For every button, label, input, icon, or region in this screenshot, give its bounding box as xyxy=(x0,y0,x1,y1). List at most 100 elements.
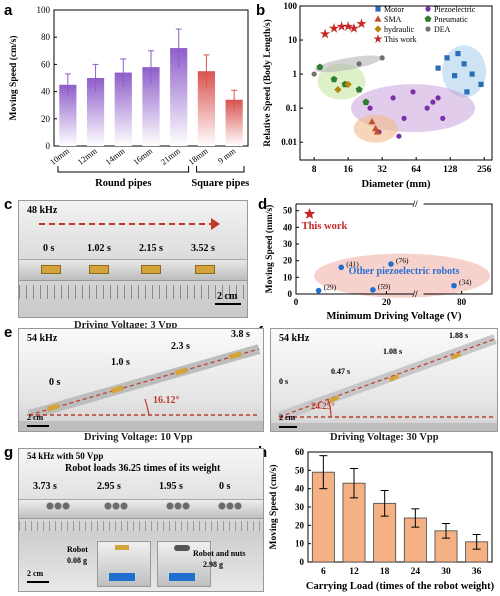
chart-b-point-0-2 xyxy=(336,21,347,31)
chart-d-point-ref-2: (29) xyxy=(324,283,337,292)
chart-d-xtick-label-4: 80 xyxy=(457,297,467,307)
chart-a-bar-4 xyxy=(170,48,188,146)
chart-h-xtick-label-5: 36 xyxy=(472,567,482,577)
photo-f-incline-24deg: 54 kHz 0 s 0.47 s 1.08 s 1.88 s 24.25° 2… xyxy=(270,328,498,432)
chart-b-frame xyxy=(299,5,493,161)
chart-b-xtick-label-1: 16 xyxy=(343,165,353,175)
chart-d-point-ref-0: (41) xyxy=(346,259,359,268)
chart-b-point-2-0 xyxy=(367,105,373,111)
photo-f-time-3: 1.88 s xyxy=(449,331,469,340)
chart-b-point-1-3 xyxy=(469,71,475,77)
photo-e-time-1: 1.0 s xyxy=(111,357,130,368)
chart-b-point-2-1 xyxy=(390,95,396,101)
chart-b-point-0-1 xyxy=(328,22,340,33)
photo-c-time-0: 0 s xyxy=(43,243,55,254)
panel-label-b: b xyxy=(256,2,266,19)
photo-c-time-1: 1.02 s xyxy=(87,243,111,254)
chart-b-point-2-5 xyxy=(430,99,436,105)
chart-d-xtick-label-1: 20 xyxy=(382,297,392,307)
chart-a-ytick-label-1: 20 xyxy=(41,114,51,124)
chart-b-ytick-label-4: 100 xyxy=(284,1,298,11)
chart-a-group-bracket-1 xyxy=(196,166,245,173)
photo-e-incline-16deg: 54 kHz 0 s 1.0 s 2.3 s 3.8 s 16.12° 2 cm xyxy=(18,328,264,432)
photo-g-load-carrying: 54 kHz with 50 Vpp Robot loads 36.25 tim… xyxy=(18,448,264,592)
chart-b-legend-marker-1 xyxy=(425,6,431,12)
chart-a-group-bracket-0 xyxy=(57,166,190,173)
chart-d-group-region xyxy=(314,253,490,298)
photo-c-scale-bar: 2 cm xyxy=(217,291,238,302)
chart-b-ytick-label-0: 0.01 xyxy=(281,137,297,147)
chart-a-bar-3 xyxy=(142,67,160,146)
chart-a-bar-0 xyxy=(59,84,77,146)
chart-b-point-6-0 xyxy=(311,71,317,77)
chart-b-ytick-label-3: 10 xyxy=(288,35,298,45)
photo-e-angle: 16.12° xyxy=(153,395,180,406)
chart-b-point-2-4 xyxy=(424,105,430,111)
photo-g-frequency: 54 kHz with 50 Vpp xyxy=(27,451,104,461)
chart-b-point-0-0 xyxy=(319,28,331,39)
chart-h-ytick-label-2: 20 xyxy=(295,520,305,530)
panel-label-a: a xyxy=(4,2,13,19)
chart-b-point-5-1 xyxy=(344,80,352,88)
chart-h-ytick-label-4: 40 xyxy=(295,484,305,494)
chart-b-xtick-label-3: 64 xyxy=(411,165,421,175)
chart-b-point-2-6 xyxy=(435,95,441,101)
chart-d-ytick-label-3: 30 xyxy=(283,239,293,249)
chart-b-legend-label-0: Motor xyxy=(384,5,404,14)
chart-b-region-motor xyxy=(442,45,487,98)
chart-b-point-0-5 xyxy=(356,18,367,29)
chart-a-group-label-1: Square pipes xyxy=(191,178,249,189)
chart-a-group-label-0: Round pipes xyxy=(95,178,151,189)
chart-d-highlight-star xyxy=(303,208,316,219)
photo-e-time-3: 3.8 s xyxy=(231,329,250,340)
chart-d-point-1 xyxy=(388,261,394,267)
chart-d-group-label: Other piezoelectric robots xyxy=(349,266,460,277)
chart-d-axis-break-top: // xyxy=(412,199,419,209)
chart-b-xlabel: Diameter (mm) xyxy=(362,179,431,190)
photo-f-caption: Driving Voltage: 30 Vpp xyxy=(330,432,439,443)
chart-h-xtick-label-3: 24 xyxy=(411,567,421,577)
chart-b-region-pneumatic xyxy=(317,63,366,100)
chart-b-point-1-5 xyxy=(435,65,441,71)
panel-label-e: e xyxy=(4,324,13,341)
chart-h-xtick-label-2: 18 xyxy=(380,567,390,577)
chart-b-xtick-label-4: 128 xyxy=(443,165,458,175)
chart-b-region-dea xyxy=(314,55,382,73)
chart-b-point-2-7 xyxy=(440,115,446,121)
chart-b-point-2-2 xyxy=(401,115,407,121)
chart-d-point-0 xyxy=(338,264,345,271)
chart-a-ytick-label-0: 0 xyxy=(46,141,51,151)
chart-h-ytick-label-1: 10 xyxy=(295,539,305,549)
chart-a-bar-6 xyxy=(225,99,243,146)
chart-b-point-1-0 xyxy=(444,55,450,61)
chart-b-legend-marker-6 xyxy=(373,34,383,43)
chart-d-point-ref-3: (59) xyxy=(378,282,391,291)
chart-b-ytick-label-1: 0.1 xyxy=(286,103,298,113)
chart-b-point-3-0 xyxy=(368,118,376,125)
chart-d-point-3 xyxy=(370,287,376,293)
photo-e-caption: Driving Voltage: 10 Vpp xyxy=(84,432,193,443)
chart-b-point-4-3 xyxy=(355,86,363,93)
photo-e-scale-bar: 2 cm xyxy=(27,413,44,422)
photo-c-time-3: 3.52 s xyxy=(191,243,215,254)
panel-label-g: g xyxy=(4,444,14,461)
photo-f-angle: 24.25° xyxy=(311,401,335,411)
chart-b-point-5-0 xyxy=(334,86,342,94)
chart-b-point-4-1 xyxy=(330,75,338,83)
photo-g-time-3: 0 s xyxy=(219,481,231,492)
photo-f-frequency: 54 kHz xyxy=(279,333,310,344)
chart-d-ytick-label-0: 0 xyxy=(288,289,293,299)
chart-h-xtick-label-0: 6 xyxy=(321,567,326,577)
chart-b-point-4-0 xyxy=(316,63,324,71)
chart-d-xtick-label-0: 0 xyxy=(294,297,299,307)
chart-h-xtick-label-4: 30 xyxy=(441,567,451,577)
chart-d-ytick-label-5: 50 xyxy=(283,206,293,216)
chart-b-legend-label-1: Piezoelectric xyxy=(434,5,476,14)
chart-b-legend-label-5: DEA xyxy=(434,25,451,34)
chart-d-ytick-label-4: 40 xyxy=(283,222,293,232)
chart-h-ytick-label-3: 30 xyxy=(295,502,305,512)
chart-d-ylabel: Moving Speed (mm/s) xyxy=(264,205,275,294)
